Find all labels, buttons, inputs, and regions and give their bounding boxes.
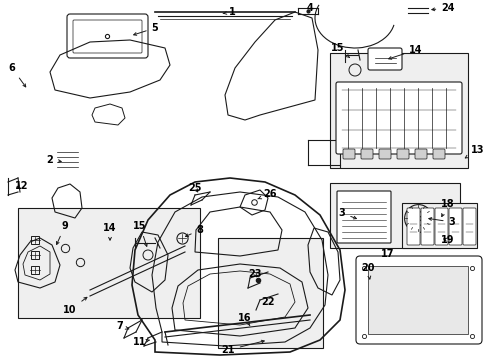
Text: 20: 20 xyxy=(361,263,375,279)
Text: 17: 17 xyxy=(381,249,395,259)
FancyBboxPatch shape xyxy=(415,149,427,159)
Text: 2: 2 xyxy=(47,155,61,165)
FancyBboxPatch shape xyxy=(356,256,482,344)
Text: 4: 4 xyxy=(307,3,314,13)
FancyBboxPatch shape xyxy=(343,149,355,159)
Text: 18: 18 xyxy=(441,199,455,217)
Text: 11: 11 xyxy=(133,337,149,347)
FancyBboxPatch shape xyxy=(397,149,409,159)
Text: 7: 7 xyxy=(117,321,129,331)
Text: 9: 9 xyxy=(56,221,69,244)
FancyBboxPatch shape xyxy=(433,149,445,159)
Text: 8: 8 xyxy=(186,225,203,237)
Text: 19: 19 xyxy=(441,235,455,245)
FancyBboxPatch shape xyxy=(330,183,460,248)
Text: 5: 5 xyxy=(134,23,158,35)
Text: 6: 6 xyxy=(9,63,26,87)
FancyBboxPatch shape xyxy=(407,208,420,245)
Text: 10: 10 xyxy=(63,297,87,315)
Text: 23: 23 xyxy=(248,269,262,279)
FancyBboxPatch shape xyxy=(368,48,402,70)
Text: 21: 21 xyxy=(221,340,264,355)
FancyBboxPatch shape xyxy=(67,14,148,58)
FancyBboxPatch shape xyxy=(463,208,476,245)
FancyBboxPatch shape xyxy=(402,203,477,248)
FancyBboxPatch shape xyxy=(379,149,391,159)
FancyBboxPatch shape xyxy=(330,53,468,168)
Text: 14: 14 xyxy=(103,223,117,240)
Text: 12: 12 xyxy=(15,181,29,191)
FancyBboxPatch shape xyxy=(449,208,462,245)
Text: 16: 16 xyxy=(238,313,252,326)
Text: 22: 22 xyxy=(261,297,275,307)
Text: 3: 3 xyxy=(339,208,356,219)
Text: 24: 24 xyxy=(432,3,455,13)
FancyBboxPatch shape xyxy=(18,208,200,318)
Text: 25: 25 xyxy=(188,183,202,193)
FancyBboxPatch shape xyxy=(368,266,468,334)
Text: 3: 3 xyxy=(429,217,455,227)
Text: 14: 14 xyxy=(389,45,423,59)
Text: 1: 1 xyxy=(223,7,235,17)
FancyBboxPatch shape xyxy=(435,208,448,245)
FancyBboxPatch shape xyxy=(337,191,391,243)
Text: 15: 15 xyxy=(133,221,147,246)
FancyBboxPatch shape xyxy=(336,82,462,154)
Text: 26: 26 xyxy=(258,189,277,199)
Text: 15: 15 xyxy=(331,43,349,58)
FancyBboxPatch shape xyxy=(218,238,323,348)
Text: 13: 13 xyxy=(466,145,485,158)
FancyBboxPatch shape xyxy=(421,208,434,245)
FancyBboxPatch shape xyxy=(361,149,373,159)
